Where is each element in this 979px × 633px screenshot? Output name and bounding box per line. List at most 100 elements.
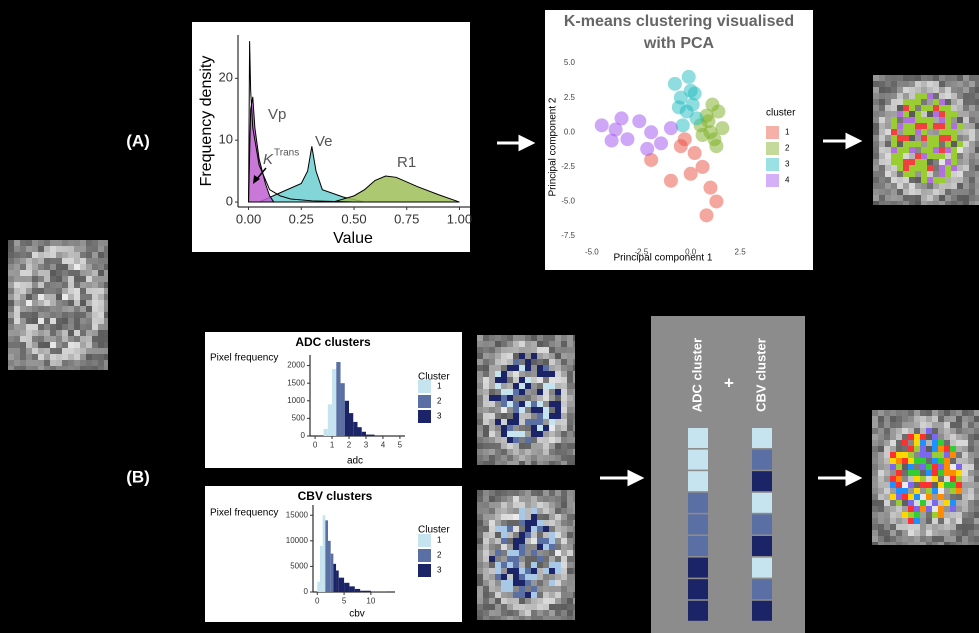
mri-pixel [896, 536, 902, 542]
mri-pixel [543, 443, 549, 449]
mri-pixel [20, 282, 26, 288]
mri-pixel [531, 496, 537, 502]
x-tick-label: 0 [315, 597, 320, 606]
mri-pixel [914, 476, 920, 482]
mri-pixel [555, 496, 561, 502]
mri-pixel [507, 449, 513, 455]
mri-pixel [98, 258, 104, 264]
mri-pixel [20, 270, 26, 276]
mri-pixel [956, 488, 962, 494]
mri-pixel [555, 413, 561, 419]
histogram-bar [333, 563, 337, 592]
mri-pixel [561, 383, 567, 389]
mri-pixel [477, 449, 483, 455]
mri-pixel [573, 610, 575, 616]
mri-pixel [896, 524, 902, 530]
mri-pixel [950, 482, 956, 488]
mri-pixel [879, 141, 885, 147]
mri-pixel [920, 452, 926, 458]
mri-pixel [104, 258, 108, 264]
y-tick-label: 5000 [290, 562, 308, 571]
mri-pixel [914, 440, 920, 446]
mri-pixel [519, 461, 525, 465]
mri-pixel [969, 105, 975, 111]
mri-pixel [489, 550, 495, 556]
mri-pixel [885, 177, 891, 183]
mri-pixel [555, 616, 561, 620]
x-tick-label: 5 [342, 597, 347, 606]
mri-pixel [902, 410, 908, 416]
histogram-bar [353, 421, 358, 436]
mri-pixel [872, 512, 878, 518]
mri-pixel [968, 518, 974, 524]
mri-pixel [968, 410, 974, 416]
mri-pixel [543, 616, 549, 620]
mri-pixel [98, 312, 104, 318]
annotation-arrowhead [253, 175, 260, 184]
mri-pixel [26, 348, 32, 354]
mri-pixel [543, 538, 549, 544]
mri-pixel [525, 526, 531, 532]
mri-pixel [507, 425, 513, 431]
mri-pixel [944, 446, 950, 452]
mri-pixel [885, 195, 891, 201]
mri-pixel [68, 282, 74, 288]
legend-swatch [418, 564, 431, 577]
mri-pixel [951, 189, 957, 195]
mri-pixel [914, 536, 920, 542]
mri-pixel [525, 407, 531, 413]
mri-pixel [501, 437, 507, 443]
mri-pixel [944, 458, 950, 464]
mri-pixel [908, 446, 914, 452]
mri-pixel [908, 440, 914, 446]
legend-label: 2 [437, 397, 442, 406]
mri-pixel [104, 324, 108, 330]
mri-pixel [549, 407, 555, 413]
mri-pixel [525, 490, 531, 496]
mri-pixel [555, 365, 561, 371]
mri-pixel [885, 165, 891, 171]
mri-pixel [567, 395, 573, 401]
mri-pixel [890, 440, 896, 446]
mri-pixel [531, 514, 537, 520]
mri-pixel [62, 336, 68, 342]
mri-pixel [26, 258, 32, 264]
mri-pixel [969, 93, 975, 99]
mri-pixel [914, 500, 920, 506]
mri-pixel [951, 177, 957, 183]
mri-pixel [513, 598, 519, 604]
mri-pixel [86, 276, 92, 282]
mri-pixel [975, 165, 979, 171]
mri-pixel [501, 592, 507, 598]
mri-pixel [549, 437, 555, 443]
mri-pixel [56, 348, 62, 354]
mri-pixel [903, 159, 909, 165]
mri-pixel [957, 153, 963, 159]
mri-pixel [483, 371, 489, 377]
mri-pixel [32, 300, 38, 306]
mri-pixel [567, 580, 573, 586]
mri-pixel [104, 318, 108, 324]
arrow-head [518, 134, 536, 152]
mri-pixel [531, 341, 537, 347]
mri-pixel [519, 419, 525, 425]
mri-pixel [573, 526, 575, 532]
mri-pixel [555, 353, 561, 359]
mri-pixel [891, 135, 897, 141]
mri-pixel [945, 117, 951, 123]
mri-pixel [483, 419, 489, 425]
mri-pixel [897, 165, 903, 171]
mri-pixel [44, 270, 50, 276]
mri-pixel [507, 526, 513, 532]
mri-pixel [32, 270, 38, 276]
mri-pixel [489, 490, 495, 496]
mri-pixel [956, 452, 962, 458]
mri-pixel [489, 365, 495, 371]
mri-pixel [501, 377, 507, 383]
mri-image [8, 240, 108, 370]
mri-pixel [884, 524, 890, 530]
mri-pixel [477, 443, 483, 449]
mri-pixel [897, 189, 903, 195]
mri-pixel [92, 336, 98, 342]
mri-pixel [885, 111, 891, 117]
